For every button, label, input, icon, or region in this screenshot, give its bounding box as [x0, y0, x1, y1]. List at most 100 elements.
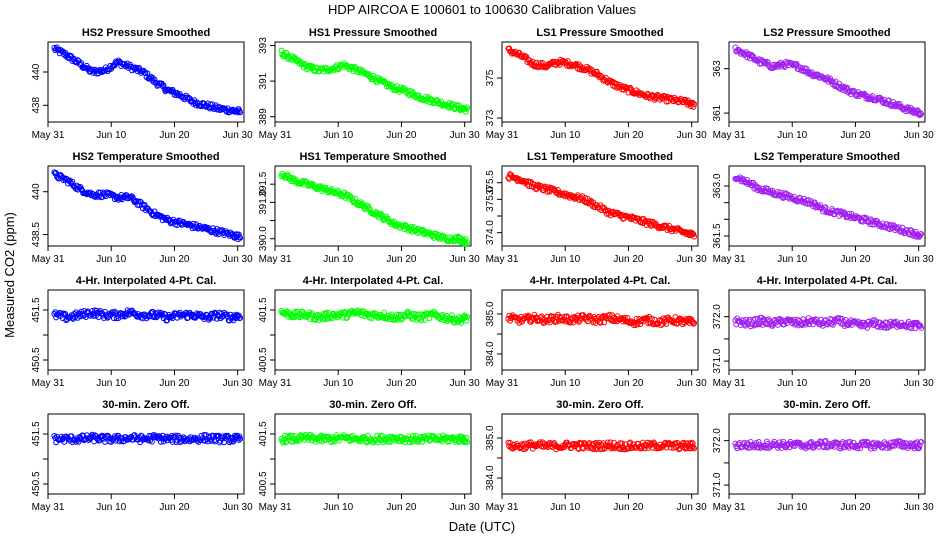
chart-panel-10: 4-Hr. Interpolated 4-Pt. Cal. May 31 Jun 1… [258, 275, 480, 389]
data-point [279, 170, 286, 177]
x-tick-label: Jun 30 [677, 254, 707, 265]
data-point [321, 316, 328, 323]
x-tick-label: Jun 30 [223, 502, 253, 513]
chart-panel-3: LS1 Pressure Smoothed May 31 Jun 10 Jun 20 J… [485, 27, 707, 141]
y-tick-label: 374.0 [485, 220, 496, 245]
plot-frame [47, 413, 245, 495]
data-point [756, 321, 763, 327]
data-point [538, 313, 545, 320]
plot-frame [728, 413, 926, 495]
plot-frame [728, 289, 926, 371]
data-point [663, 321, 670, 327]
data-point [164, 317, 171, 324]
x-tick-label: Jun 10 [323, 378, 353, 389]
y-tick-label: 375.0 [485, 186, 496, 211]
x-tick-label: Jun 10 [550, 502, 580, 513]
y-tick-label: 401.5 [258, 297, 269, 322]
data-point [159, 312, 166, 319]
data-point [419, 439, 426, 445]
y-tick-label: 390.0 [258, 226, 269, 251]
data-point [542, 184, 549, 191]
y-tick-label: 363.0 [712, 173, 723, 198]
data-point [899, 224, 906, 231]
data-point [889, 442, 896, 449]
data-series [505, 45, 698, 110]
data-point [575, 319, 582, 325]
x-tick-label: Jun 30 [677, 378, 707, 389]
data-point [506, 45, 513, 52]
panel-title: LS2 Pressure Smoothed [763, 27, 890, 39]
x-tick-label: May 31 [259, 378, 292, 389]
data-point [808, 439, 815, 445]
x-tick-label: Jun 10 [550, 378, 580, 389]
data-series [278, 170, 471, 248]
data-point [206, 315, 213, 322]
y-tick-label: 361 [712, 104, 723, 121]
data-point [634, 321, 641, 328]
data-point [752, 315, 759, 322]
data-point [691, 101, 698, 107]
y-tick-label: 389 [258, 108, 269, 125]
data-series [278, 307, 471, 326]
x-tick-label: Jun 20 [840, 502, 870, 513]
x-tick-label: Jun 30 [677, 130, 707, 141]
data-point [780, 438, 787, 445]
y-tick-label: 451.5 [31, 297, 42, 322]
x-tick-label: Jun 20 [613, 130, 643, 141]
x-tick-label: Jun 10 [96, 378, 126, 389]
data-point [312, 317, 319, 323]
data-point [144, 70, 151, 76]
plot-frame [501, 289, 699, 371]
data-point [918, 325, 925, 331]
x-tick-label: Jun 20 [159, 254, 189, 265]
figure-title: HDP AIRCOA E 100601 to 100630 Calibratio… [328, 2, 637, 17]
x-tick-label: Jun 10 [323, 502, 353, 513]
data-point [593, 68, 600, 75]
data-series [732, 174, 925, 240]
data-point [235, 437, 242, 443]
panel-title: HS2 Temperature Smoothed [72, 151, 219, 163]
data-point [290, 438, 297, 445]
x-tick-label: Jun 30 [450, 378, 480, 389]
x-tick-label: Jun 30 [223, 378, 253, 389]
y-tick-label: 440 [31, 63, 42, 80]
data-point [896, 228, 903, 235]
data-point [135, 198, 142, 205]
data-point [314, 311, 321, 318]
data-point [144, 313, 151, 320]
x-tick-label: Jun 30 [904, 378, 934, 389]
x-tick-label: Jun 10 [777, 130, 807, 141]
plot-frame [274, 413, 472, 495]
x-tick-label: Jun 20 [386, 502, 416, 513]
data-point [61, 311, 68, 318]
x-tick-label: Jun 20 [159, 502, 189, 513]
data-point [529, 58, 536, 65]
data-point [426, 437, 433, 444]
data-point [464, 439, 471, 446]
data-point [449, 312, 455, 319]
data-point [551, 440, 558, 446]
data-point [896, 101, 903, 107]
data-point [417, 227, 424, 234]
data-point [341, 434, 348, 441]
y-tick-label: 440 [31, 183, 42, 200]
x-tick-label: May 31 [713, 254, 746, 265]
data-point [412, 93, 418, 100]
panel-title: 30-min. Zero Off. [783, 399, 870, 411]
x-tick-label: Jun 10 [96, 254, 126, 265]
data-point [776, 439, 783, 446]
x-tick-label: Jun 30 [904, 254, 934, 265]
x-tick-label: Jun 30 [450, 254, 480, 265]
plot-frame [274, 289, 472, 371]
data-point [819, 205, 825, 211]
x-tick-label: Jun 20 [840, 130, 870, 141]
data-point [649, 315, 655, 322]
data-point [292, 308, 299, 315]
x-tick-label: May 31 [32, 378, 65, 389]
data-point [464, 313, 471, 320]
data-point [656, 445, 663, 451]
panel-title: 4-Hr. Interpolated 4-Pt. Cal. [757, 275, 898, 287]
data-point [317, 433, 324, 440]
data-series [505, 171, 698, 240]
